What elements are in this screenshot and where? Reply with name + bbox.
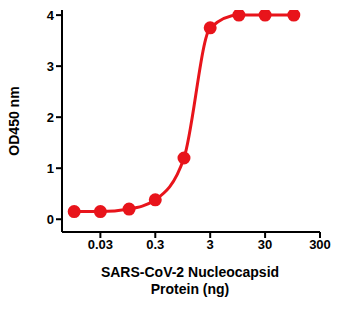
svg-text:300: 300 <box>309 237 331 252</box>
svg-text:0.03: 0.03 <box>88 237 113 252</box>
html-text:SARS-CoV-2 Nucleocapsid Protei: SARS-CoV-2 Nucleocapsid Protein (ng) <box>100 264 280 297</box>
svg-text:30: 30 <box>258 237 272 252</box>
svg-text:OD450 nm: OD450 nm <box>8 86 22 155</box>
svg-text:4: 4 <box>47 8 55 23</box>
svg-text:2: 2 <box>47 110 54 125</box>
svg-text:3: 3 <box>207 237 214 252</box>
svg-text:3: 3 <box>47 59 54 74</box>
svg-text:0: 0 <box>47 212 54 227</box>
svg-text:0.3: 0.3 <box>146 237 164 252</box>
svg-text:1: 1 <box>47 161 54 176</box>
